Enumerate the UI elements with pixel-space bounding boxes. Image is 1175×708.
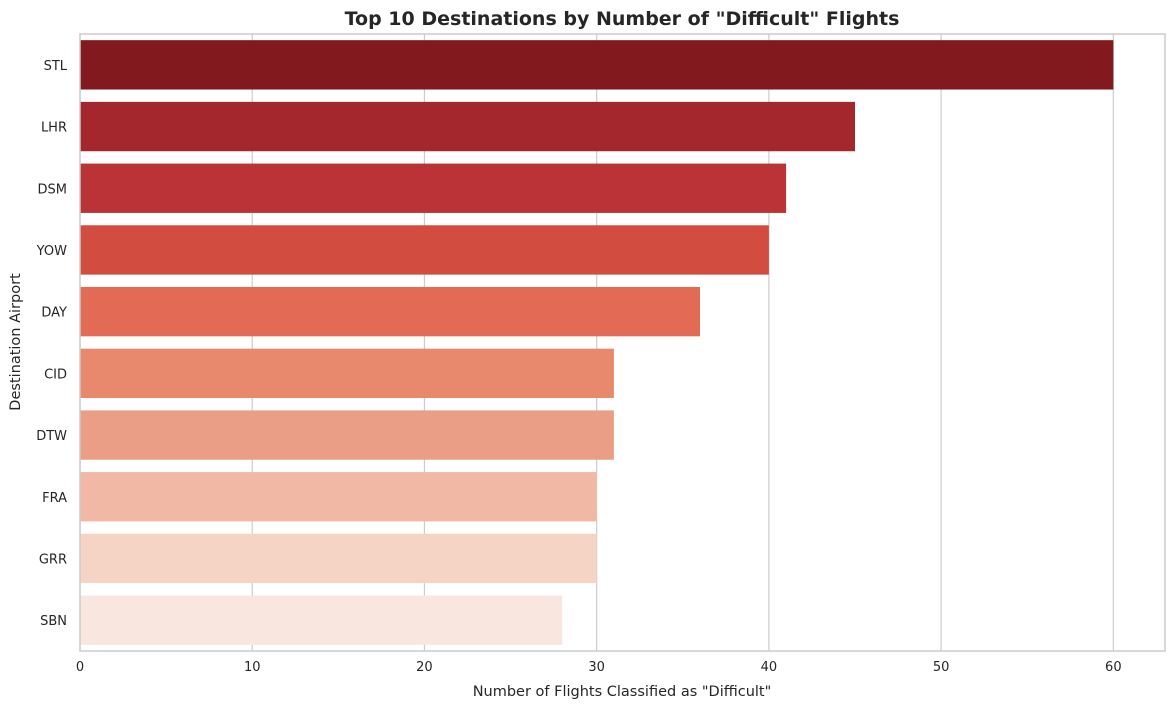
bar-day [80, 286, 700, 337]
x-tick-label: 60 [1105, 660, 1122, 675]
bar-grr [80, 533, 597, 584]
bar-cid [80, 348, 614, 399]
y-tick-label: LHR [41, 121, 67, 136]
y-tick-label: DTW [36, 429, 67, 444]
y-tick-label: YOW [36, 244, 67, 259]
bar-dtw [80, 410, 614, 460]
x-tick-label: 10 [244, 660, 261, 675]
plot-frame [79, 33, 1166, 652]
bar-lhr [80, 101, 855, 152]
y-tick-label: FRA [42, 491, 67, 506]
x-tick-label: 40 [761, 660, 778, 675]
bar-fra [80, 472, 597, 522]
y-tick-label: DSM [38, 182, 67, 197]
bars [80, 40, 1114, 645]
y-tick-label: DAY [41, 306, 67, 321]
x-tick-label: 50 [933, 660, 950, 675]
x-tick-label: 30 [588, 660, 605, 675]
y-tick-label: GRR [39, 552, 67, 567]
bar-stl [80, 40, 1114, 90]
bar-dsm [80, 163, 787, 213]
axes: 0 10 20 30 40 50 60 STL LHR DSM YOW DAY CID DTW FRA GRR… [36, 33, 1166, 675]
x-tick-label: 20 [416, 660, 433, 675]
x-tick-label: 0 [76, 660, 84, 675]
x-axis-label: Number of Flights Classified as "Difficu… [473, 684, 772, 700]
chart-title: Top 10 Destinations by Number of "Diffic… [345, 8, 900, 30]
y-tick-label: SBN [40, 614, 67, 629]
bar-sbn [80, 595, 563, 645]
y-tick-label: CID [44, 367, 67, 382]
y-tick-label: STL [44, 59, 68, 74]
y-axis-label: Destination Airport [8, 273, 24, 411]
bar-yow [80, 225, 769, 275]
